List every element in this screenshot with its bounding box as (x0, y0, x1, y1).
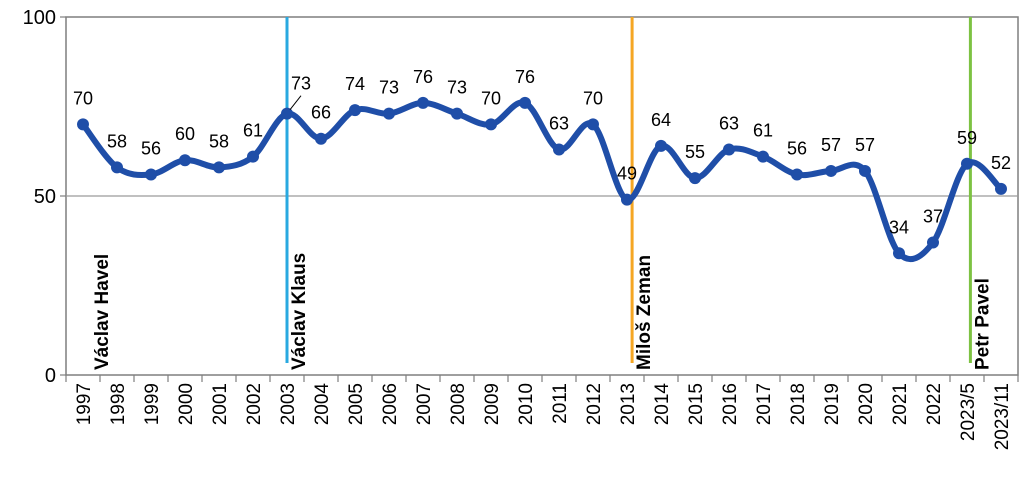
x-tick-label: 2005 (346, 383, 367, 425)
data-label: 73 (291, 74, 311, 94)
data-label: 34 (889, 217, 909, 237)
y-tick-label: 100 (23, 7, 56, 29)
x-tick-label: 2011 (550, 383, 571, 424)
data-label: 64 (651, 110, 671, 130)
x-tick-label: 2004 (312, 383, 333, 426)
data-label: 66 (311, 103, 331, 123)
x-tick-label: 2021 (890, 383, 911, 425)
x-tick-label: 2023/11 (992, 383, 1013, 450)
x-tick-label: 2013 (618, 383, 639, 425)
data-label: 70 (481, 88, 501, 108)
data-point (315, 132, 327, 145)
x-tick-label: 2016 (720, 383, 741, 425)
data-label: 74 (345, 74, 365, 94)
x-tick-label: 2017 (754, 383, 775, 425)
data-point (383, 107, 395, 120)
data-point (757, 150, 769, 163)
x-tick-label: 2006 (380, 383, 401, 425)
x-tick-label: 2009 (482, 383, 503, 425)
x-tick-label: 2003 (278, 383, 299, 425)
x-tick-label: 1999 (142, 383, 163, 425)
data-point (77, 118, 89, 131)
data-point (961, 157, 973, 170)
x-tick-label: 2002 (244, 383, 265, 425)
data-label: 56 (787, 139, 807, 159)
data-point (281, 107, 293, 120)
x-tick-label: 2020 (856, 383, 877, 425)
data-label: 58 (209, 131, 229, 151)
x-tick-label: 2007 (414, 383, 435, 425)
x-tick-label: 1998 (108, 383, 129, 425)
data-label: 57 (855, 135, 875, 155)
x-tick-label: 2014 (652, 383, 673, 426)
data-label: 59 (957, 128, 977, 148)
president-label: Miloš Zeman (634, 255, 655, 370)
x-tick-label: 2023/5 (958, 383, 979, 441)
data-point (995, 182, 1007, 195)
data-label: 76 (413, 67, 433, 87)
data-point (621, 193, 633, 206)
data-point (179, 154, 191, 167)
data-label: 57 (821, 135, 841, 155)
data-label: 52 (991, 153, 1011, 173)
data-point (587, 118, 599, 131)
x-tick-label: 2001 (210, 383, 231, 425)
data-label: 37 (923, 207, 943, 227)
x-tick-label: 2022 (924, 383, 945, 425)
data-label: 63 (719, 113, 739, 133)
data-label: 70 (73, 88, 93, 108)
data-label: 49 (617, 164, 637, 184)
data-point (825, 164, 837, 177)
x-tick-label: 2010 (516, 383, 537, 425)
x-tick-label: 2012 (584, 383, 605, 425)
data-point (791, 168, 803, 181)
data-points (77, 96, 1007, 260)
data-label: 61 (753, 121, 773, 141)
x-tick-label: 2008 (448, 383, 469, 425)
data-label: 56 (141, 139, 161, 159)
data-label: 61 (243, 121, 263, 141)
data-point (417, 96, 429, 109)
x-tick-label: 2000 (176, 383, 197, 425)
data-point (247, 150, 259, 163)
data-point (213, 161, 225, 174)
president-label: Václav Klaus (289, 253, 310, 370)
data-point (145, 168, 157, 181)
president-markers: Václav Havel Václav Klaus Miloš Zeman Petr … (92, 17, 993, 370)
x-tick-label: 2018 (788, 383, 809, 425)
data-point (349, 104, 361, 117)
data-label: 63 (549, 113, 569, 133)
president-label: Václav Havel (92, 254, 113, 370)
data-point (451, 107, 463, 120)
president-label: Petr Pavel (972, 278, 993, 370)
data-label: 60 (175, 124, 195, 144)
data-label: 73 (379, 78, 399, 98)
data-label: 55 (685, 142, 705, 162)
data-point (859, 164, 871, 177)
data-point (689, 172, 701, 185)
x-axis: 1997 1998 1999 2000 2001 2002 2003 2004 2005 2006… (65, 375, 1019, 450)
x-tick-label: 2015 (686, 383, 707, 425)
data-point (485, 118, 497, 131)
label-leader (289, 95, 302, 110)
data-point (519, 96, 531, 109)
data-point (111, 161, 123, 174)
y-tick-label: 50 (34, 186, 56, 208)
x-tick-label: 1997 (74, 383, 95, 425)
y-axis: 0 50 100 (23, 7, 66, 387)
data-point (893, 247, 905, 260)
data-point (927, 236, 939, 249)
data-point (723, 143, 735, 156)
x-tick-label: 2019 (822, 383, 843, 425)
data-label: 70 (583, 88, 603, 108)
data-label: 73 (447, 78, 467, 98)
data-point (655, 139, 667, 152)
data-label: 58 (107, 131, 127, 151)
data-point (553, 143, 565, 156)
data-label: 76 (515, 67, 535, 87)
y-tick-label: 0 (45, 365, 56, 387)
